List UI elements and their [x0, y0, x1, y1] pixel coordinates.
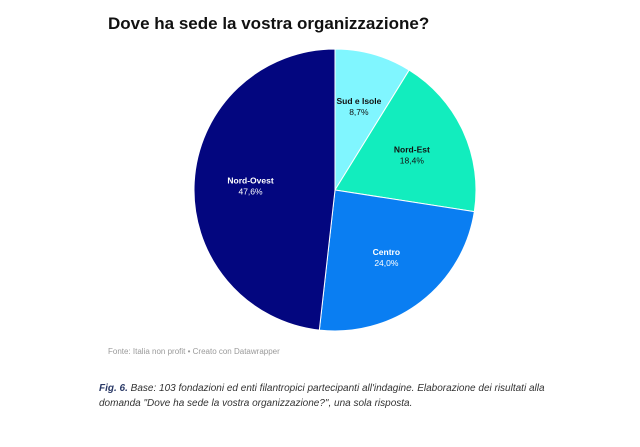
slice-label-nord-est: Nord-Est 18,4%: [394, 145, 430, 166]
slice-name-centro: Centro: [373, 247, 400, 257]
slice-value-centro: 24,0%: [374, 258, 399, 268]
caption-text: Base: 103 fondazioni ed enti filantropic…: [99, 383, 545, 409]
slice-name-sud-e-isole: Sud e Isole: [336, 96, 381, 106]
slice-label-sud-e-isole: Sud e Isole 8,7%: [336, 96, 381, 117]
chart-title: Dove ha sede la vostra organizzazione?: [108, 14, 430, 33]
slice-label-nord-ovest: Nord-Ovest 47,6%: [227, 175, 273, 196]
slice-name-nord-est: Nord-Est: [394, 145, 430, 155]
slice-value-sud-e-isole: 8,7%: [349, 107, 369, 117]
pie-slice-nord-ovest: [193, 48, 336, 331]
pie-chart: Sud e Isole 8,7% Nord-Est 18,4% Centro 24,0% N…: [193, 48, 477, 332]
slice-label-centro: Centro 24,0%: [373, 247, 400, 268]
slice-name-nord-ovest: Nord-Ovest: [227, 175, 273, 185]
slice-value-nord-ovest: 47,6%: [238, 186, 263, 196]
pie-labels: Sud e Isole 8,7% Nord-Est 18,4% Centro 24,0% N…: [227, 96, 430, 268]
pie-slice-nord-est: [334, 69, 477, 213]
pie-slices: [193, 48, 477, 332]
source-note: Fonte: Italia non profit • Creato con Da…: [108, 347, 280, 356]
figure-number: Fig. 6.: [99, 383, 128, 394]
slice-value-nord-est: 18,4%: [400, 156, 425, 166]
pie-slice-centro: [318, 189, 475, 332]
figure-caption: Fig. 6. Base: 103 fondazioni ed enti fil…: [99, 381, 569, 411]
